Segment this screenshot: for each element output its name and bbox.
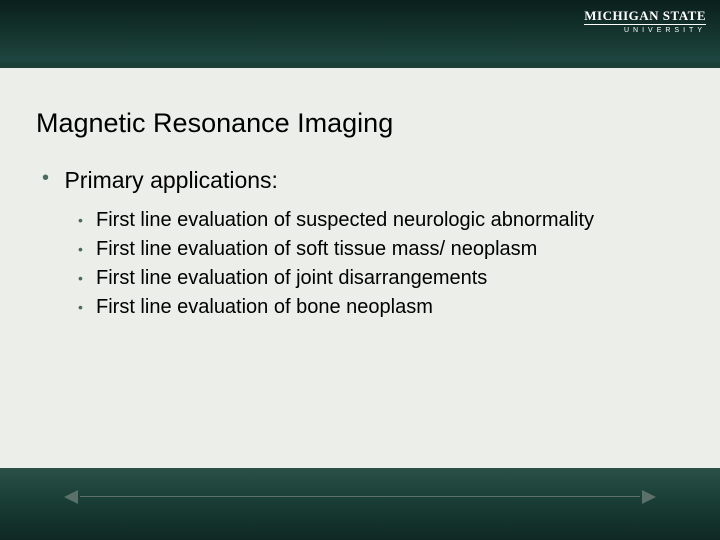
level1-text: Primary applications: (64, 167, 277, 194)
bullet-level2: • First line evaluation of suspected neu… (78, 208, 684, 233)
slide-title: Magnetic Resonance Imaging (36, 108, 684, 139)
header-band: MICHIGAN STATE UNIVERSITY (0, 0, 720, 62)
bullet-dot-icon: • (78, 270, 96, 286)
slide-content: Magnetic Resonance Imaging • Primary app… (0, 68, 720, 468)
bullet-level1: • Primary applications: (42, 167, 684, 194)
level2-text: First line evaluation of suspected neuro… (96, 208, 594, 233)
bullet-level2: • First line evaluation of bone neoplasm (78, 295, 684, 320)
nav-prev-arrow-icon[interactable] (64, 490, 78, 504)
bullet-dot-icon: • (78, 299, 96, 315)
bullet-dot-icon: • (42, 167, 60, 190)
nav-divider (80, 496, 640, 497)
logo-sub-text: UNIVERSITY (584, 24, 706, 34)
level2-text: First line evaluation of joint disarrang… (96, 266, 487, 291)
university-logo: MICHIGAN STATE UNIVERSITY (584, 8, 706, 34)
sub-bullet-group: • First line evaluation of suspected neu… (36, 208, 684, 320)
level2-text: First line evaluation of soft tissue mas… (96, 237, 537, 262)
bullet-dot-icon: • (78, 212, 96, 228)
logo-main-text: MICHIGAN STATE (584, 8, 706, 24)
level2-text: First line evaluation of bone neoplasm (96, 295, 433, 320)
bullet-dot-icon: • (78, 241, 96, 257)
footer-band (0, 468, 720, 540)
bullet-level2: • First line evaluation of soft tissue m… (78, 237, 684, 262)
nav-next-arrow-icon[interactable] (642, 490, 656, 504)
bullet-level2: • First line evaluation of joint disarra… (78, 266, 684, 291)
